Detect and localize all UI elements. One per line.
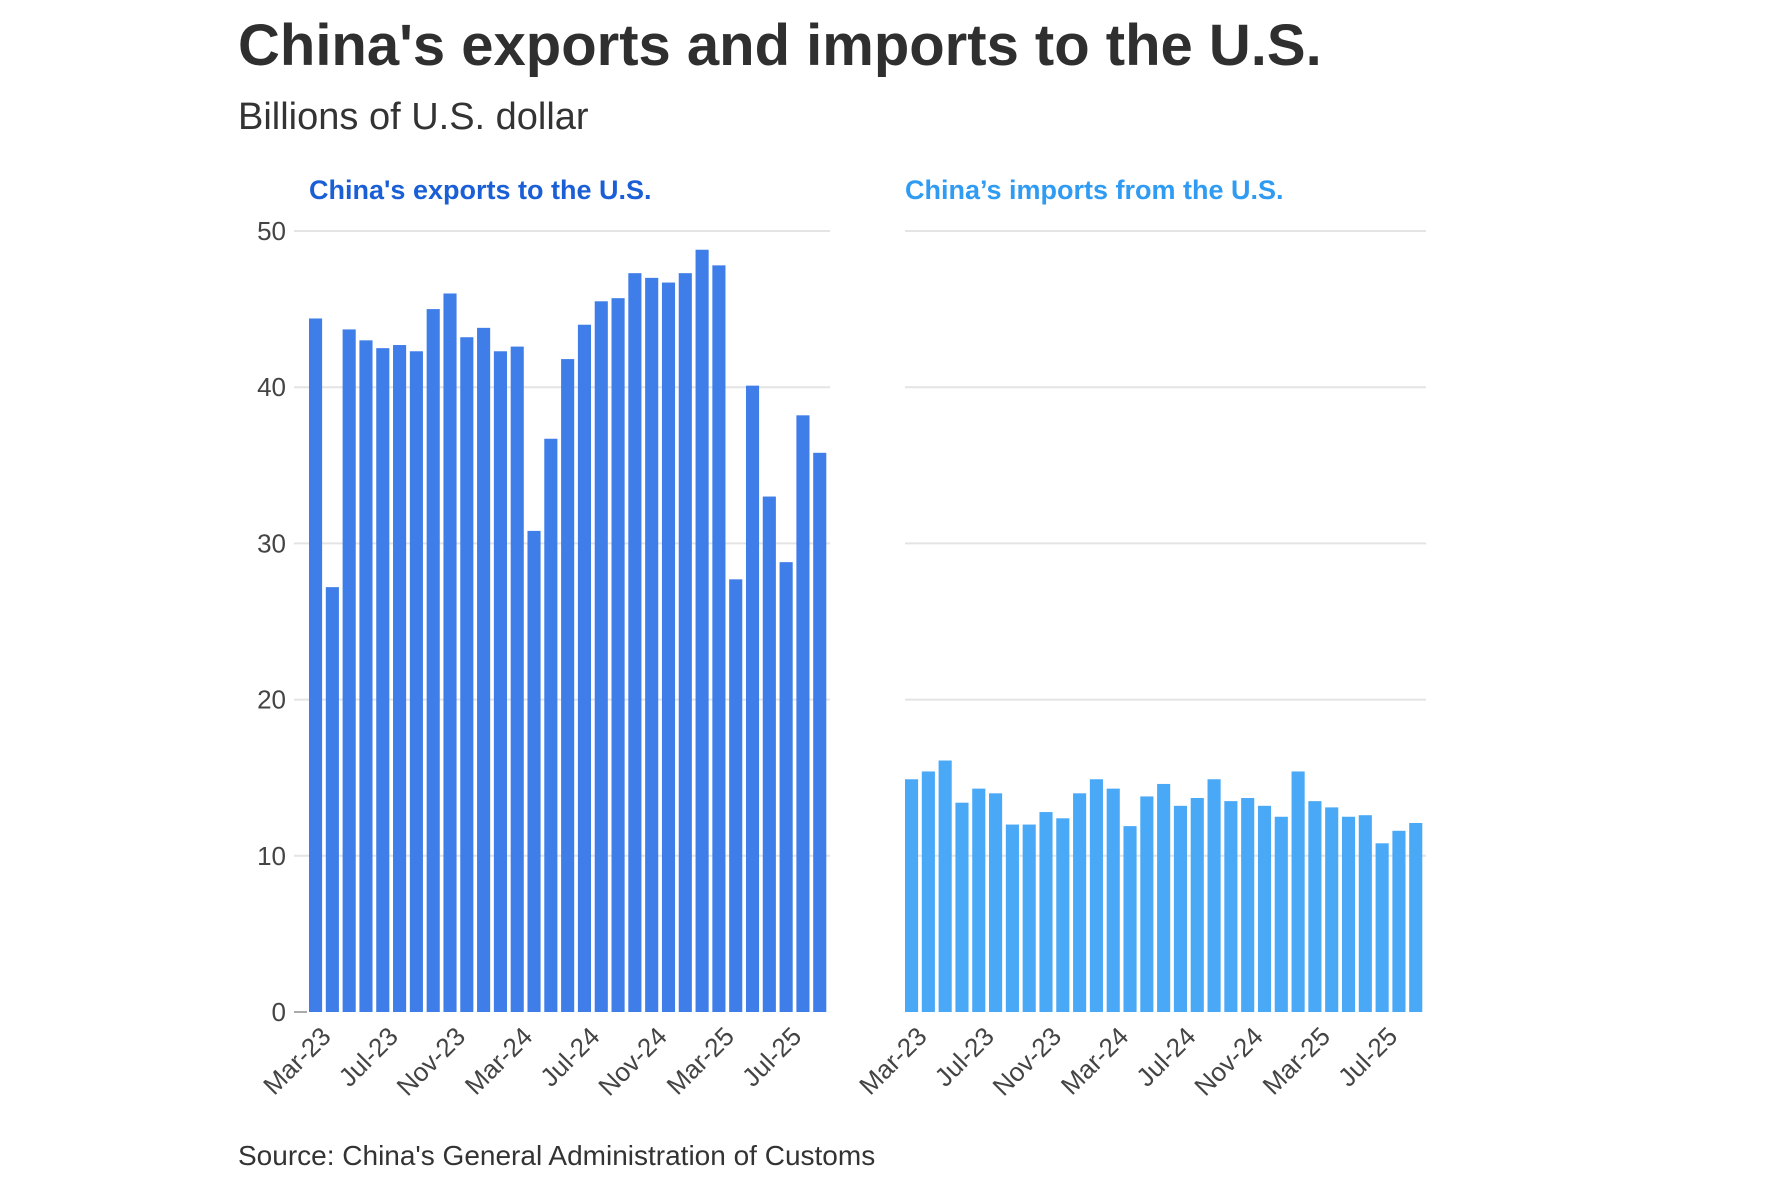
exports-bar-Jun-25 <box>779 562 793 1012</box>
imports-bar-May-24 <box>1157 783 1171 1012</box>
imports-bar-Feb-24 <box>1106 788 1120 1012</box>
exports-bar-Apr-23 <box>342 329 356 1012</box>
imports-bar-Aug-24 <box>1207 779 1221 1012</box>
exports-bar-Sep-24 <box>628 273 642 1012</box>
exports-bar-Mar-23 <box>325 587 339 1012</box>
chart-subtitle: Billions of U.S. dollar <box>238 96 589 138</box>
exports-bar-Mar-24 <box>527 530 541 1012</box>
imports-bar-Apr-23 <box>938 760 952 1012</box>
exports-x-tick-label: Nov-24 <box>592 1021 672 1101</box>
exports-x-tick-label: Mar-25 <box>661 1021 740 1100</box>
y-tick-label: 20 <box>257 685 286 715</box>
imports-bar-Aug-25 <box>1409 823 1423 1012</box>
imports-x-tick-label: Mar-23 <box>853 1021 932 1100</box>
imports-bar-Sep-23 <box>1022 824 1036 1012</box>
source-note: Source: China's General Administration o… <box>238 1140 876 1171</box>
exports-bar-Oct-23 <box>443 293 457 1013</box>
exports-bar-Jan-25 <box>695 249 709 1013</box>
imports-bar-Jul-23 <box>989 793 1003 1012</box>
y-tick-label: 0 <box>272 997 286 1027</box>
y-tick-label: 30 <box>257 528 286 558</box>
imports-panel: China’s imports from the U.S. Mar-23 Jul-2… <box>853 175 1426 1102</box>
exports-bar-Dec-24 <box>678 273 692 1012</box>
imports-bar-Apr-25 <box>1341 816 1356 1012</box>
imports-bar-Jan-25 <box>1291 771 1305 1012</box>
imports-bar-Feb-25 <box>1308 801 1322 1012</box>
imports-x-tick-label: Mar-24 <box>1055 1021 1134 1100</box>
y-tick-label: 50 <box>257 216 286 246</box>
imports-bar-Oct-23 <box>1039 812 1053 1012</box>
exports-bar-Jun-24 <box>577 324 592 1013</box>
imports-bar-Oct-24 <box>1241 798 1255 1012</box>
exports-bar-May-24 <box>561 359 575 1013</box>
exports-bar-Feb-23 <box>309 318 323 1013</box>
imports-bar-Nov-24 <box>1257 805 1272 1012</box>
imports-bar-Apr-24 <box>1140 796 1154 1012</box>
imports-bar-May-25 <box>1358 815 1372 1012</box>
imports-bar-May-23 <box>955 802 969 1012</box>
imports-x-tick-label: Mar-25 <box>1257 1021 1336 1100</box>
exports-bar-Oct-24 <box>645 277 659 1012</box>
exports-bar-Jul-24 <box>594 301 608 1012</box>
imports-bar-Sep-24 <box>1224 801 1238 1012</box>
exports-x-tick-label: Jul-25 <box>736 1021 807 1092</box>
imports-bar-Feb-23 <box>905 779 919 1012</box>
exports-bar-May-23 <box>359 340 373 1013</box>
exports-bar-Nov-24 <box>661 282 676 1012</box>
imports-x-tick-label: Nov-23 <box>987 1021 1067 1101</box>
imports-x-tick-label: Jul-25 <box>1332 1021 1403 1092</box>
imports-bar-Jun-25 <box>1375 843 1389 1012</box>
imports-bar-Aug-23 <box>1005 824 1019 1012</box>
imports-bar-Mar-23 <box>921 771 935 1012</box>
y-tick-label: 40 <box>257 372 286 402</box>
exports-x-tick-label: Mar-24 <box>459 1021 538 1100</box>
imports-bar-Nov-23 <box>1056 818 1070 1012</box>
exports-bar-Feb-25 <box>712 265 726 1012</box>
exports-bar-Jun-23 <box>376 348 390 1012</box>
exports-bar-Jul-25 <box>796 415 810 1012</box>
exports-panel-title: China's exports to the U.S. <box>309 175 651 205</box>
imports-bar-Dec-23 <box>1073 793 1087 1012</box>
exports-bar-Aug-23 <box>409 351 423 1012</box>
imports-bar-Jun-24 <box>1173 805 1188 1012</box>
imports-bar-Jan-24 <box>1089 779 1103 1012</box>
exports-bar-Apr-24 <box>544 438 558 1012</box>
imports-x-tick-label: Nov-24 <box>1188 1021 1268 1101</box>
exports-bar-Aug-24 <box>611 298 625 1012</box>
imports-bar-Jul-24 <box>1190 798 1204 1012</box>
exports-x-tick-label: Nov-23 <box>391 1021 471 1101</box>
exports-bar-Feb-24 <box>510 346 524 1013</box>
exports-bar-Aug-25 <box>813 452 827 1012</box>
imports-bar-Jul-25 <box>1392 830 1406 1012</box>
exports-panel: China's exports to the U.S. 0 10 20 30 40 50 Ma… <box>257 175 830 1102</box>
imports-bar-Mar-24 <box>1123 826 1137 1012</box>
imports-bar-Dec-24 <box>1274 816 1288 1012</box>
imports-panel-title: China’s imports from the U.S. <box>905 175 1284 205</box>
exports-x-tick-label: Mar-23 <box>257 1021 336 1100</box>
exports-bar-May-25 <box>762 496 776 1012</box>
chart-title: China's exports and imports to the U.S. <box>238 13 1322 78</box>
imports-bar-Jun-23 <box>972 788 986 1012</box>
exports-bar-Apr-25 <box>745 385 760 1012</box>
imports-bar-Mar-25 <box>1325 807 1339 1012</box>
exports-bar-Mar-25 <box>729 579 743 1012</box>
exports-bar-Jul-23 <box>393 345 407 1012</box>
exports-bar-Dec-23 <box>477 327 491 1013</box>
exports-bar-Sep-23 <box>426 309 440 1013</box>
exports-bar-Nov-23 <box>460 337 474 1013</box>
exports-bar-Jan-24 <box>493 351 507 1012</box>
y-tick-label: 10 <box>257 841 286 871</box>
